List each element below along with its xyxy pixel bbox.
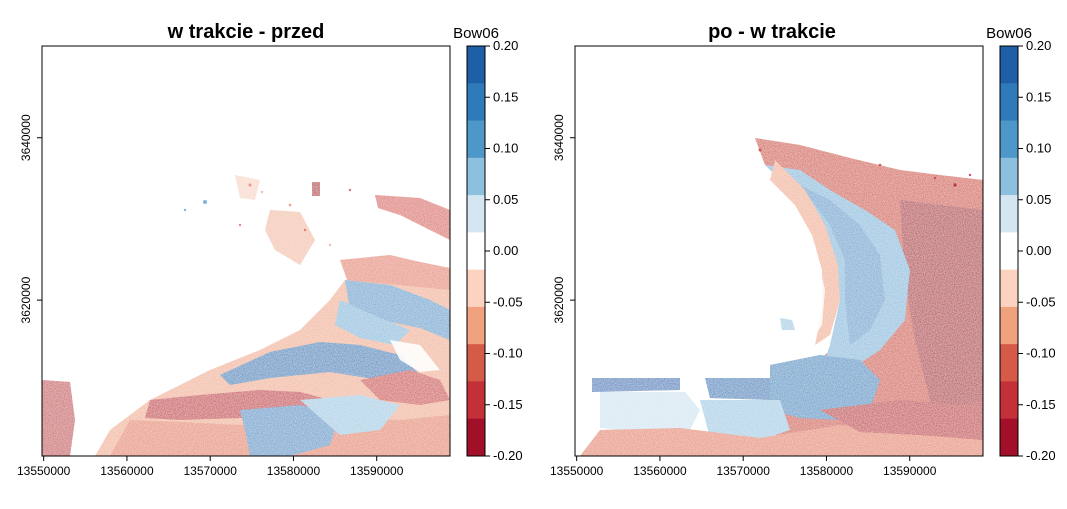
panel-2-plot-frame [574,45,984,457]
legend-color-swatch [467,344,485,382]
legend-tick-label: -0.20 [1026,448,1056,463]
y-tick-label: 3620000 [19,276,33,323]
legend-color-swatch [1000,418,1018,457]
panel-2-y-axis: 3620000 3640000 [552,114,575,323]
panel-1-raster [42,175,450,456]
legend-tick-label: 0.00 [493,243,518,258]
legend-color-swatch [1000,120,1018,159]
y-tick-label: 3640000 [552,114,566,161]
legend-tick-label: 0.05 [1026,192,1051,207]
x-tick-label: 13550000 [550,464,604,478]
legend-color-swatch [1000,344,1018,382]
legend-title: Bow06 [453,25,499,42]
legend-color-swatch [467,83,485,122]
panel-2: po - w trakcie [550,21,1056,478]
legend-color-swatch [1000,232,1018,271]
legend-tick-label: 0.00 [1026,243,1051,258]
x-tick-label: 13560000 [100,464,154,478]
legend-tick-label: -0.10 [493,346,523,361]
legend-tick-label: -0.05 [1026,294,1056,309]
legend-color-swatch [1000,381,1018,420]
legend-color-swatch [467,418,485,457]
panel-1: w trakcie - przed [17,21,523,478]
x-tick-label: 13570000 [717,464,771,478]
legend-tick-label: 0.10 [493,141,518,156]
legend-tick-label: -0.20 [493,448,523,463]
legend-tick-label: -0.10 [1026,346,1056,361]
legend-color-swatch [1000,46,1018,84]
legend-color-swatch [467,157,485,196]
legend-color-swatch [467,232,485,271]
panel-2-raster [580,138,983,456]
legend-color-swatch [467,269,485,308]
legend-color-swatch [467,195,485,233]
legend-tick-label: -0.15 [493,397,523,412]
legend-tick-label: 0.15 [493,89,518,104]
panel-2-title: po - w trakcie [708,21,836,43]
x-tick-label: 13570000 [184,464,238,478]
legend-tick-label: -0.05 [493,294,523,309]
panel-1-x-axis: 13550000 13560000 13570000 13580000 13590000 [17,456,404,478]
legend-color-swatch [1000,306,1018,345]
legend-tick-label: 0.10 [1026,141,1051,156]
x-tick-label: 13550000 [17,464,71,478]
legend-color-swatch [467,381,485,420]
panel-2-x-axis: 13550000 13560000 13570000 13580000 13590000 [550,456,937,478]
legend-color-swatch [467,46,485,84]
legend-color-swatch [467,120,485,159]
legend-color-swatch [1000,157,1018,196]
y-tick-label: 3620000 [552,276,566,323]
x-tick-label: 13580000 [800,464,854,478]
legend-color-swatch [1000,83,1018,122]
panel-1-title: w trakcie - przed [167,21,325,43]
legend-color-swatch [467,306,485,345]
legend-tick-label: 0.15 [1026,89,1051,104]
legend-tick-label: 0.20 [1026,38,1051,53]
x-tick-label: 13590000 [883,464,937,478]
legend-tick-label: 0.20 [493,38,518,53]
legend-color-swatch [1000,269,1018,308]
panel-1-plot-frame [41,45,451,457]
legend-tick-label: 0.05 [493,192,518,207]
legend-title: Bow06 [986,25,1032,42]
x-tick-label: 13590000 [350,464,404,478]
x-tick-label: 13580000 [267,464,321,478]
legend-tick-label: -0.15 [1026,397,1056,412]
x-tick-label: 13560000 [633,464,687,478]
panel-1-y-axis: 3620000 3640000 [19,114,42,323]
legend-color-swatch [1000,195,1018,233]
y-tick-label: 3640000 [19,114,33,161]
